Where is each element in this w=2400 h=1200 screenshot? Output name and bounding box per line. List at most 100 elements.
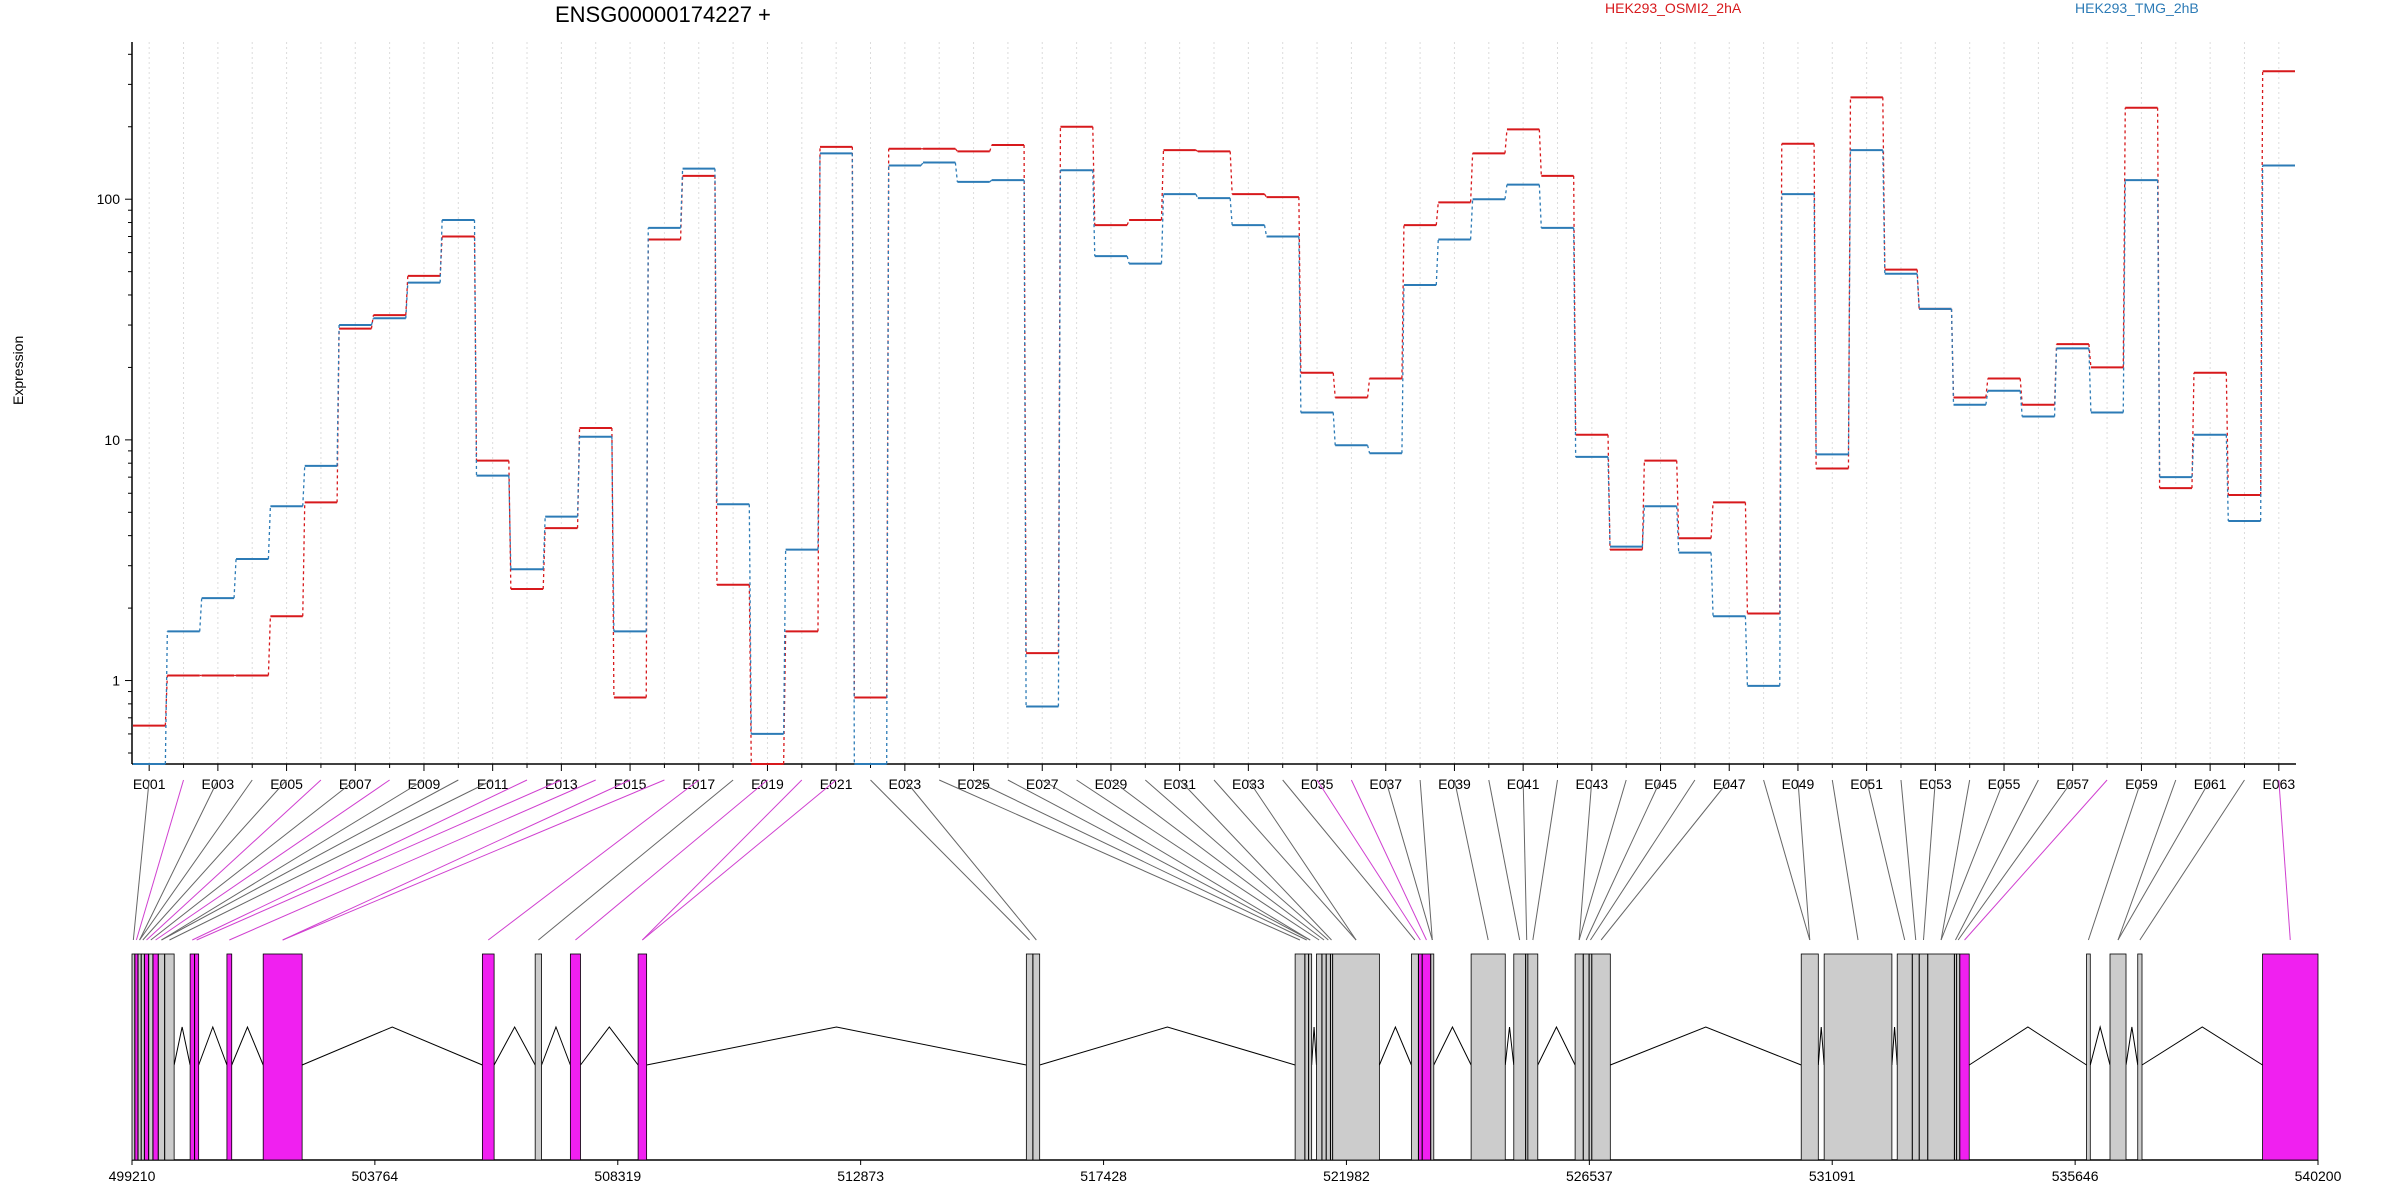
coordinate-label: 535646 (2052, 1168, 2099, 1184)
intron-line (1311, 1026, 1317, 1066)
exon-block (534, 953, 542, 1161)
exon-block (1582, 953, 1590, 1161)
exon-block (148, 953, 154, 1161)
x-tick-label: E003 (202, 776, 235, 792)
series-connector (1332, 372, 1336, 398)
series-connector (714, 168, 718, 505)
series-connector (1504, 129, 1508, 154)
intron-line (1537, 1025, 1576, 1066)
intron-line (1504, 1026, 1515, 1066)
series-connector (508, 475, 512, 570)
coordinate-label: 503764 (352, 1168, 399, 1184)
series-connector (2088, 348, 2092, 413)
exon-connector (1522, 779, 1528, 941)
series-connector (1607, 456, 1611, 547)
series-connector (1744, 502, 1749, 614)
series-connector (439, 219, 443, 283)
intron-line (1610, 1026, 1802, 1066)
intron-line (231, 1025, 264, 1066)
intron-line (1039, 1026, 1296, 1066)
exon-block (137, 953, 142, 1161)
exon-connector (904, 779, 1037, 941)
exon-connector (575, 779, 768, 941)
exon-block (157, 953, 165, 1161)
exon-connector (1955, 779, 2039, 941)
exon-connector (1600, 779, 1730, 941)
exon-connector (282, 779, 665, 941)
series-connector (1401, 225, 1405, 379)
series-connector (1469, 199, 1474, 240)
exon-connector (870, 779, 1030, 941)
x-tick-label: E045 (1644, 776, 1677, 792)
exon-connector (1866, 779, 1906, 941)
exon-block (1332, 953, 1380, 1161)
x-tick-label: E037 (1369, 776, 1402, 792)
y-tick-label: 10 (104, 432, 120, 448)
series-connector (1882, 150, 1886, 274)
series-connector (1641, 506, 1646, 547)
series-connector (302, 502, 306, 617)
exon-block (1912, 953, 1920, 1161)
exon-connector (1488, 779, 1521, 941)
series-connector (1126, 255, 1130, 264)
series-connector (1710, 502, 1714, 539)
exon-connector (132, 779, 150, 941)
x-tick-label: E033 (1232, 776, 1265, 792)
series-connector (370, 318, 375, 326)
series-connector (1538, 184, 1542, 228)
x-tick-label: E061 (2194, 776, 2227, 792)
exon-block (1927, 953, 1955, 1161)
exon-connector (1585, 779, 1661, 941)
exon-connector (1940, 779, 2005, 941)
exon-block-highlighted (1418, 953, 1423, 1161)
intron-line (493, 1025, 536, 1066)
exon-block (131, 953, 136, 1161)
exon-connector (1900, 779, 1917, 941)
series-connector (1298, 236, 1302, 413)
exon-connector (155, 779, 390, 941)
exon-connector (1964, 779, 2108, 941)
series-connector (954, 162, 959, 182)
series-connector (679, 168, 684, 228)
x-tick-label: E023 (889, 776, 922, 792)
series-connector (1538, 129, 1542, 176)
x-tick-label: E039 (1438, 776, 1471, 792)
exon-connector (2087, 779, 2142, 941)
series-connector (2225, 372, 2229, 496)
intron-line (2089, 1025, 2111, 1066)
intron-line (580, 1026, 639, 1066)
exon-connector (1763, 779, 1811, 941)
series-connector (645, 227, 649, 632)
series-connector (405, 275, 409, 316)
series-connector (1366, 445, 1371, 454)
series-connector (2156, 180, 2161, 478)
series-connector (1847, 97, 1852, 469)
series-connector (2260, 71, 2264, 496)
x-tick-label: E029 (1095, 776, 1128, 792)
exon-connector (1831, 779, 1859, 941)
series-connector (576, 436, 581, 517)
series-connector (199, 598, 203, 632)
x-tick-label: E005 (270, 776, 303, 792)
exon-connector (1282, 779, 1416, 941)
series-connector (1950, 308, 1955, 405)
coordinate-label: 499210 (109, 1168, 156, 1184)
series-connector (1057, 170, 1062, 707)
exon-block (2137, 953, 2143, 1161)
exon-connector (1590, 779, 1696, 941)
coordinate-label: 512873 (837, 1168, 884, 1184)
series-connector (1607, 434, 1611, 550)
x-tick-label: E015 (614, 776, 647, 792)
coordinate-label: 521982 (1323, 1168, 1370, 1184)
series-connector (851, 146, 855, 698)
x-tick-label: E019 (751, 776, 784, 792)
series-connector (1779, 194, 1783, 686)
series-connector (1229, 198, 1233, 226)
series-connector (920, 162, 924, 166)
exon-connector (1144, 779, 1329, 941)
series-connector (954, 148, 958, 152)
series-connector (1469, 153, 1474, 203)
series-connector (817, 153, 821, 550)
coordinate-label: 508319 (594, 1168, 641, 1184)
series-connector (2088, 344, 2092, 368)
